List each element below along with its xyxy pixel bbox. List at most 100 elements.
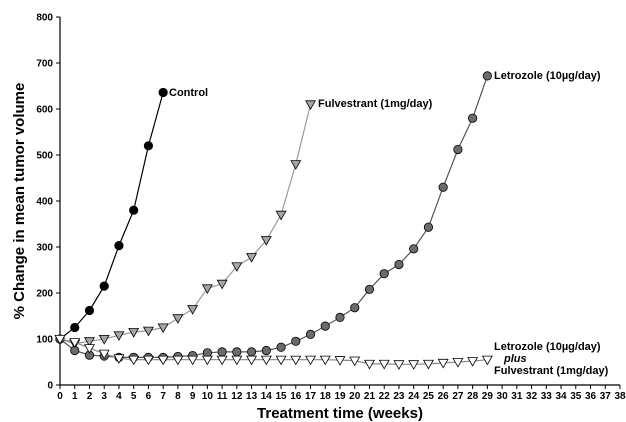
data-point [305, 329, 316, 339]
x-tick-label: 14 [261, 391, 273, 402]
data-point [363, 359, 375, 370]
data-point [142, 326, 154, 337]
data-point [246, 347, 257, 357]
data-point [83, 337, 95, 347]
data-point [114, 241, 124, 251]
x-tick-label: 0 [57, 391, 63, 402]
data-point [98, 349, 110, 360]
x-tick-label: 21 [364, 391, 376, 402]
series-3 [55, 71, 492, 362]
y-tick-label: 600 [36, 105, 53, 116]
y-tick-label: 0 [47, 381, 53, 392]
data-point [113, 354, 125, 364]
x-tick-label: 2 [87, 391, 93, 402]
data-point [393, 360, 405, 370]
data-point [172, 314, 184, 324]
x-ticks: 0 1 2 3 4 5 6 7 8 9 10 11 12 13 14 15 16 17 18 19 20 21 22 23 24… [57, 385, 626, 402]
data-point [99, 281, 109, 291]
data-point [378, 359, 390, 370]
data-point [172, 355, 184, 366]
x-tick-label: 7 [160, 391, 166, 402]
data-point [320, 321, 330, 331]
data-point [246, 253, 258, 263]
x-tick-label: 32 [526, 391, 538, 402]
series-line [59, 92, 164, 340]
series-line [59, 104, 312, 345]
annotation-combo-line3: Fulvestrant (1mg/day) [494, 365, 609, 377]
data-point [216, 355, 228, 366]
data-point [394, 259, 404, 270]
series-line [59, 338, 488, 365]
y-tick-label: 200 [36, 289, 53, 300]
data-point [453, 144, 463, 155]
x-tick-label: 6 [146, 391, 152, 402]
data-point [290, 355, 302, 366]
x-tick-label: 22 [379, 391, 391, 402]
x-tick-label: 28 [467, 391, 479, 402]
data-point [290, 160, 302, 170]
data-point [350, 303, 360, 313]
data-point [467, 357, 479, 367]
y-tick-label: 700 [36, 59, 53, 70]
x-tick-label: 25 [423, 391, 435, 402]
y-tick-label: 500 [36, 151, 53, 162]
data-point [143, 141, 154, 151]
series-1 [55, 87, 168, 344]
data-point [276, 342, 286, 352]
x-tick-label: 9 [190, 391, 196, 402]
data-point [70, 322, 80, 333]
x-tick-label: 11 [217, 391, 228, 402]
data-point [409, 244, 419, 254]
x-tick-label: 19 [334, 391, 346, 402]
y-axis-title: % Change in mean tumor volume [11, 83, 28, 320]
x-tick-label: 1 [72, 391, 78, 402]
data-point [128, 355, 140, 366]
x-tick-label: 3 [101, 391, 107, 402]
x-tick-label: 26 [438, 391, 450, 402]
data-point [437, 358, 449, 369]
x-tick-label: 16 [290, 391, 302, 402]
data-point [187, 305, 199, 315]
data-point [423, 222, 434, 232]
annotation-combo-line2: plus [503, 353, 527, 365]
data-point [216, 279, 228, 290]
annotation-letrozole: Letrozole (10µg/day) [494, 70, 601, 82]
data-point [54, 334, 66, 345]
data-point [231, 262, 243, 272]
series-2 [54, 100, 317, 350]
x-tick-label: 20 [349, 391, 361, 402]
x-tick-label: 13 [246, 391, 258, 402]
data-point [482, 71, 492, 81]
annotation-combo-line1: Letrozole (10µg/day) [494, 341, 601, 353]
data-point [260, 355, 272, 366]
series-line [59, 75, 488, 358]
data-point [305, 355, 317, 366]
x-tick-label: 10 [202, 391, 214, 402]
data-point [364, 284, 375, 294]
x-tick-label: 30 [497, 391, 509, 402]
data-point [201, 355, 213, 366]
data-point [334, 356, 346, 366]
data-point [128, 328, 140, 338]
annotation-control: Control [169, 87, 208, 99]
x-tick-label: 4 [116, 391, 122, 402]
annotation-fulvestrant: Fulvestrant (1mg/day) [318, 98, 433, 110]
x-tick-label: 37 [600, 391, 612, 402]
data-point [481, 355, 493, 366]
y-tick-label: 300 [36, 243, 53, 254]
data-point [305, 100, 317, 111]
x-tick-label: 23 [393, 391, 405, 402]
data-point [260, 236, 272, 246]
data-point [69, 338, 81, 348]
series-layer [54, 71, 493, 370]
data-point [231, 355, 243, 366]
data-point [187, 355, 199, 366]
data-point [157, 355, 169, 366]
data-point [129, 205, 139, 215]
data-point [452, 357, 464, 368]
data-point [142, 355, 154, 366]
data-point [275, 210, 287, 221]
data-point [349, 356, 361, 367]
data-point [201, 284, 213, 295]
